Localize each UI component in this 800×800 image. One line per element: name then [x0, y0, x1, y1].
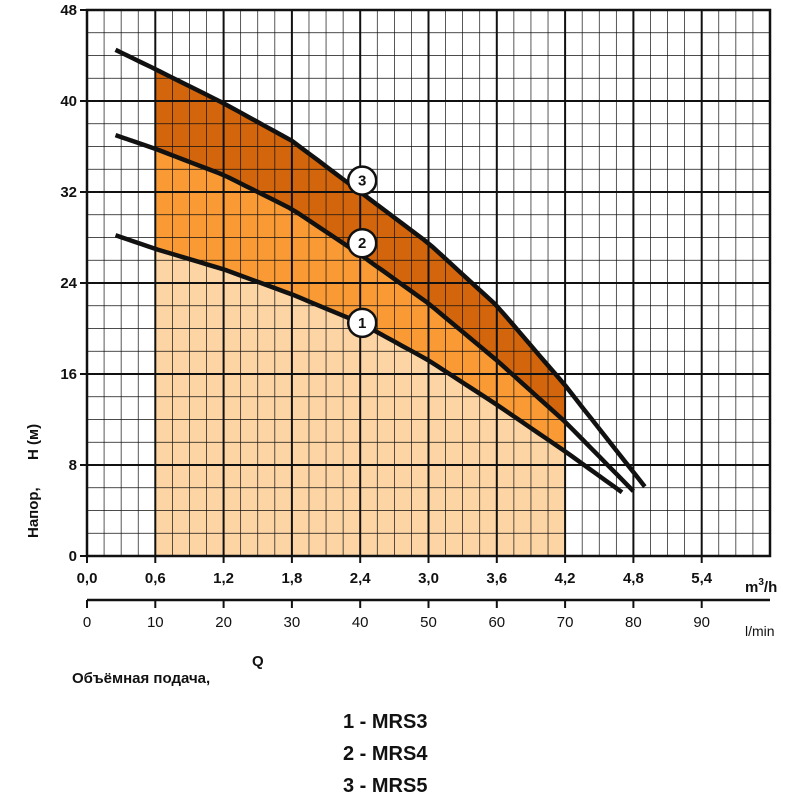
unit-m3h-base: m [745, 579, 758, 596]
y-tick-label: 32 [60, 184, 77, 201]
x-tick-label: 3,6 [486, 570, 507, 587]
x2-tick-label: 60 [488, 614, 505, 631]
x2-tick-label: 10 [147, 614, 164, 631]
x2-tick-label: 0 [83, 614, 91, 631]
curve-badges: 1 2 3 [346, 165, 378, 339]
unit-lmin: l/min [745, 623, 775, 639]
y-tick-label: 40 [60, 93, 77, 110]
x-tick-label: 1,2 [213, 570, 234, 587]
x2-tick-labels: 0 10 20 30 40 50 60 70 80 90 [83, 600, 710, 631]
x-tick-label: 0,6 [145, 570, 166, 587]
curve-badge-2 [346, 227, 378, 259]
x-tick-label: 5,4 [691, 570, 713, 587]
x-tick-label: 3,0 [418, 570, 439, 587]
curve-badge-1 [346, 307, 378, 339]
x-tick-labels: 0,0 0,6 1,2 1,8 2,4 3,0 3,6 4,2 4,8 5,4 [77, 556, 713, 587]
y-tick-label: 48 [60, 2, 77, 19]
curve-badge-label-2: 2 [358, 235, 366, 252]
curve-2 [114, 132, 636, 493]
y-tick-label: 0 [69, 548, 77, 565]
y-axis-unit: H (м) [25, 424, 42, 460]
x-tick-label: 2,4 [350, 570, 372, 587]
y-tick-label: 24 [60, 275, 77, 292]
curve-badge-label-3: 3 [358, 173, 366, 190]
x2-tick-label: 20 [215, 614, 232, 631]
curve-3 [114, 47, 647, 488]
curve-badge-3 [346, 165, 378, 196]
x2-tick-label: 50 [420, 614, 437, 631]
legend-item-3: 3 - MRS5 [343, 775, 427, 797]
x2-tick-label: 90 [693, 614, 710, 631]
y-tick-label: 16 [60, 366, 77, 383]
x2-tick-label: 30 [284, 614, 301, 631]
x-axis-title: Объёмная подача, [72, 670, 210, 687]
x-tick-label: 0,0 [77, 570, 98, 587]
legend-item-1: 1 - MRS3 [343, 711, 427, 733]
legend-item-2: 2 - MRS4 [343, 743, 428, 765]
x2-tick-label: 80 [625, 614, 642, 631]
y-axis-title: Напор, [25, 487, 42, 538]
x2-tick-label: 40 [352, 614, 369, 631]
x-axis-q: Q [252, 653, 264, 670]
y-tick-label: 8 [69, 457, 77, 474]
y-tick-labels: 0 8 16 24 32 40 48 [60, 2, 87, 565]
unit-m3h-sup: 3 [758, 577, 764, 588]
curve-badge-label-1: 1 [358, 315, 366, 332]
unit-m3h: m3/h [745, 577, 777, 596]
unit-m3h-suffix: /h [764, 579, 777, 596]
x-tick-label: 4,8 [623, 570, 644, 587]
x-tick-label: 1,8 [281, 570, 302, 587]
x2-tick-label: 70 [557, 614, 574, 631]
x-tick-label: 4,2 [555, 570, 576, 587]
